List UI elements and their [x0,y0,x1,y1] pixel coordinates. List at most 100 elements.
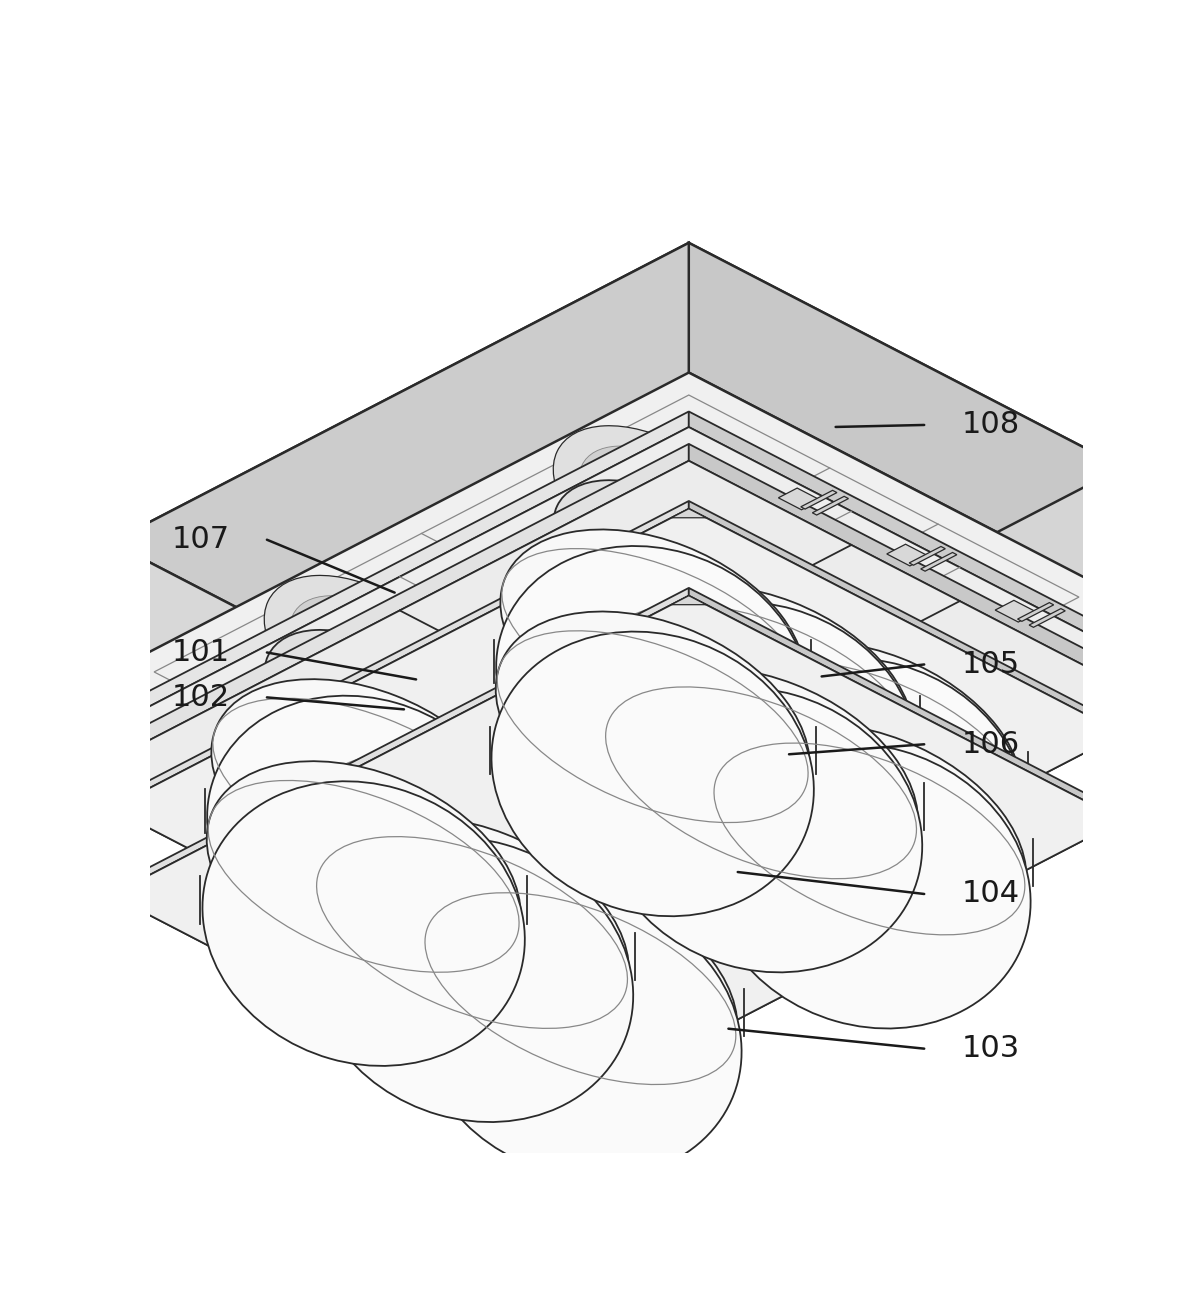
Polygon shape [712,648,733,658]
Ellipse shape [712,723,1026,954]
Polygon shape [653,592,687,609]
Polygon shape [168,818,205,837]
Ellipse shape [492,631,814,916]
Polygon shape [1018,603,1054,621]
Polygon shape [292,866,324,899]
Polygon shape [801,490,837,509]
Polygon shape [646,562,680,581]
Ellipse shape [212,679,516,899]
Polygon shape [363,741,398,759]
Ellipse shape [792,609,948,732]
Polygon shape [778,489,820,509]
Polygon shape [705,644,740,662]
Ellipse shape [395,702,550,826]
Polygon shape [813,700,848,718]
Ellipse shape [481,743,680,898]
Polygon shape [689,445,1122,686]
Polygon shape [527,1111,562,1120]
Ellipse shape [713,658,1026,933]
Ellipse shape [688,502,835,617]
Ellipse shape [496,612,810,842]
Polygon shape [597,588,632,607]
Polygon shape [111,744,544,985]
Polygon shape [920,552,956,572]
Ellipse shape [796,559,943,674]
Polygon shape [307,737,342,756]
Polygon shape [172,804,205,837]
Polygon shape [314,741,334,752]
Ellipse shape [373,686,571,841]
Polygon shape [111,428,1122,951]
Polygon shape [760,622,782,632]
Polygon shape [288,880,324,899]
Text: 101: 101 [172,638,230,667]
Ellipse shape [419,893,741,1178]
Polygon shape [111,509,1122,1033]
Ellipse shape [265,630,463,785]
Ellipse shape [579,446,727,561]
Polygon shape [385,931,421,949]
Polygon shape [111,888,544,1120]
Polygon shape [490,807,671,901]
Polygon shape [1106,811,1122,829]
Polygon shape [995,600,1037,622]
Polygon shape [544,813,1122,1120]
Polygon shape [381,750,562,845]
Polygon shape [1106,724,1122,743]
Polygon shape [111,588,689,896]
Polygon shape [580,828,602,839]
Ellipse shape [265,575,463,731]
Ellipse shape [310,837,633,1122]
Polygon shape [416,794,450,811]
Polygon shape [544,726,1122,1033]
Text: 102: 102 [172,683,230,712]
Polygon shape [422,797,444,809]
Polygon shape [111,886,128,905]
Ellipse shape [315,752,628,1026]
Polygon shape [304,846,346,867]
Ellipse shape [423,874,737,1104]
Ellipse shape [496,546,810,820]
Polygon shape [472,772,492,783]
Ellipse shape [553,425,752,582]
Polygon shape [184,810,215,842]
Ellipse shape [605,603,918,877]
Text: 108: 108 [961,411,1020,439]
Text: 105: 105 [961,651,1020,679]
Polygon shape [689,588,1122,820]
Polygon shape [277,875,313,893]
Polygon shape [1029,609,1065,627]
Polygon shape [179,824,215,842]
Polygon shape [652,566,674,577]
Polygon shape [363,715,384,727]
Ellipse shape [285,647,442,770]
Ellipse shape [315,818,629,1047]
Text: 106: 106 [961,730,1020,758]
Polygon shape [371,745,391,756]
Ellipse shape [575,496,730,619]
Ellipse shape [398,652,545,767]
Polygon shape [573,824,608,842]
Polygon shape [479,801,499,813]
Polygon shape [761,648,795,666]
Polygon shape [111,801,544,1033]
Polygon shape [273,695,454,788]
Ellipse shape [683,552,838,675]
Text: 104: 104 [961,880,1020,908]
Polygon shape [671,509,706,518]
Polygon shape [396,937,432,955]
Polygon shape [111,502,689,809]
Polygon shape [603,591,624,603]
Ellipse shape [717,642,1021,862]
Ellipse shape [500,530,805,750]
Polygon shape [780,657,960,750]
Ellipse shape [373,631,571,787]
Polygon shape [544,468,1122,897]
Ellipse shape [481,688,680,844]
Polygon shape [472,797,506,815]
Polygon shape [280,859,313,893]
Ellipse shape [207,761,521,991]
Polygon shape [671,601,852,695]
Polygon shape [887,544,929,566]
Ellipse shape [600,688,923,972]
